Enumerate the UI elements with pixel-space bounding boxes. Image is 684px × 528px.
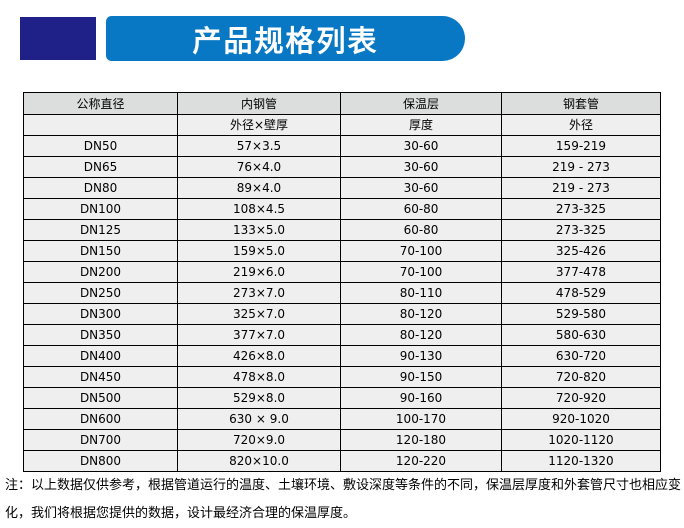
- table-cell: 325-426: [501, 240, 661, 262]
- table-cell: 76×4.0: [177, 156, 341, 178]
- table-cell: DN700: [23, 429, 178, 451]
- table-cell: 325×7.0: [177, 303, 341, 325]
- table-row: DN300 325×7.0 80-120 529-580: [23, 303, 661, 325]
- table-cell: 720×9.0: [177, 429, 341, 451]
- table-cell: DN150: [23, 240, 178, 262]
- table-cell: 90-160: [340, 387, 502, 409]
- column-header-1: 公称直径: [23, 92, 178, 115]
- column-subheader-2: 外径×壁厚: [177, 114, 341, 136]
- table-cell: 273-325: [501, 198, 661, 220]
- table-cell: DN125: [23, 219, 178, 241]
- table-cell: 57×3.5: [177, 135, 341, 157]
- navy-accent-block: [20, 17, 96, 60]
- table-cell: 120-180: [340, 429, 502, 451]
- table-cell: 90-130: [340, 345, 502, 367]
- table-cell: 219 - 273: [501, 156, 661, 178]
- column-subheader-1: [23, 114, 178, 136]
- table-cell: 60-80: [340, 219, 502, 241]
- table-cell: DN50: [23, 135, 178, 157]
- table-cell: 529-580: [501, 303, 661, 325]
- table-cell: DN200: [23, 261, 178, 283]
- table-row: DN65 76×4.0 30-60 219 - 273: [23, 156, 661, 178]
- table-row: DN50 57×3.5 30-60 159-219: [23, 135, 661, 157]
- table-cell: 90-150: [340, 366, 502, 388]
- table-cell: DN300: [23, 303, 178, 325]
- table-cell: 273-325: [501, 219, 661, 241]
- table-cell: DN65: [23, 156, 178, 178]
- table-cell: 108×4.5: [177, 198, 341, 220]
- table-row: DN800 820×10.0 120-220 1120-1320: [23, 450, 661, 472]
- table-row: DN400 426×8.0 90-130 630-720: [23, 345, 661, 367]
- table-row: DN150 159×5.0 70-100 325-426: [23, 240, 661, 262]
- table-cell: 478×8.0: [177, 366, 341, 388]
- table-cell: DN450: [23, 366, 178, 388]
- table-row: DN80 89×4.0 30-60 219 - 273: [23, 177, 661, 199]
- table-cell: 720-920: [501, 387, 661, 409]
- table-cell: 529×8.0: [177, 387, 341, 409]
- table-cell: 80-110: [340, 282, 502, 304]
- note-text: 注：以上数据仅供参考，根据管道运行的温度、土壤环境、敷设深度等条件的不同，保温层…: [5, 478, 682, 521]
- table-cell: 820×10.0: [177, 450, 341, 472]
- table-cell: 70-100: [340, 240, 502, 262]
- column-header-4: 钢套管: [501, 92, 661, 115]
- table-cell: 30-60: [340, 177, 502, 199]
- table-row: DN600 630 × 9.0 100-170 920-1020: [23, 408, 661, 430]
- table-cell: 377-478: [501, 261, 661, 283]
- product-spec-table: 公称直径 内钢管 保温层 钢套管 外径×壁厚 厚度 外径 DN50 57×3.5 30-60 15…: [23, 92, 661, 472]
- table-cell: DN500: [23, 387, 178, 409]
- table-cell: 120-220: [340, 450, 502, 472]
- page-title: 产品规格列表: [192, 23, 379, 58]
- table-cell: 219 - 273: [501, 177, 661, 199]
- table-row: DN250 273×7.0 80-110 478-529: [23, 282, 661, 304]
- title-banner: 产品规格列表: [106, 16, 465, 61]
- table-cell: 920-1020: [501, 408, 661, 430]
- table-cell: DN80: [23, 177, 178, 199]
- table-cell: 60-80: [340, 198, 502, 220]
- table-row: DN125 133×5.0 60-80 273-325: [23, 219, 661, 241]
- table-cell: 30-60: [340, 156, 502, 178]
- table-cell: 159-219: [501, 135, 661, 157]
- table-cell: 80-120: [340, 303, 502, 325]
- table-cell: 133×5.0: [177, 219, 341, 241]
- table-cell: DN800: [23, 450, 178, 472]
- table-row: DN500 529×8.0 90-160 720-920: [23, 387, 661, 409]
- table-cell: DN600: [23, 408, 178, 430]
- table-cell: 377×7.0: [177, 324, 341, 346]
- column-subheader-4: 外径: [501, 114, 661, 136]
- table-row: DN100 108×4.5 60-80 273-325: [23, 198, 661, 220]
- table-cell: 159×5.0: [177, 240, 341, 262]
- table-cell: 89×4.0: [177, 177, 341, 199]
- table-cell: 219×6.0: [177, 261, 341, 283]
- table-cell: 478-529: [501, 282, 661, 304]
- table-cell: 1020-1120: [501, 429, 661, 451]
- table-cell: DN350: [23, 324, 178, 346]
- table-row: DN350 377×7.0 80-120 580-630: [23, 324, 661, 346]
- table-row: DN200 219×6.0 70-100 377-478: [23, 261, 661, 283]
- column-subheader-3: 厚度: [340, 114, 502, 136]
- table-cell: 30-60: [340, 135, 502, 157]
- table-cell: 80-120: [340, 324, 502, 346]
- table-row: DN450 478×8.0 90-150 720-820: [23, 366, 661, 388]
- table-cell: DN400: [23, 345, 178, 367]
- table-cell: 630-720: [501, 345, 661, 367]
- table-cell: DN100: [23, 198, 178, 220]
- table-cell: 426×8.0: [177, 345, 341, 367]
- table-cell: 70-100: [340, 261, 502, 283]
- column-header-3: 保温层: [340, 92, 502, 115]
- table-cell: 720-820: [501, 366, 661, 388]
- table-cell: 100-170: [340, 408, 502, 430]
- table-cell: 1120-1320: [501, 450, 661, 472]
- column-header-2: 内钢管: [177, 92, 341, 115]
- table-cell: DN250: [23, 282, 178, 304]
- table-cell: 580-630: [501, 324, 661, 346]
- table-cell: 630 × 9.0: [177, 408, 341, 430]
- table-row: DN700 720×9.0 120-180 1020-1120: [23, 429, 661, 451]
- table-cell: 273×7.0: [177, 282, 341, 304]
